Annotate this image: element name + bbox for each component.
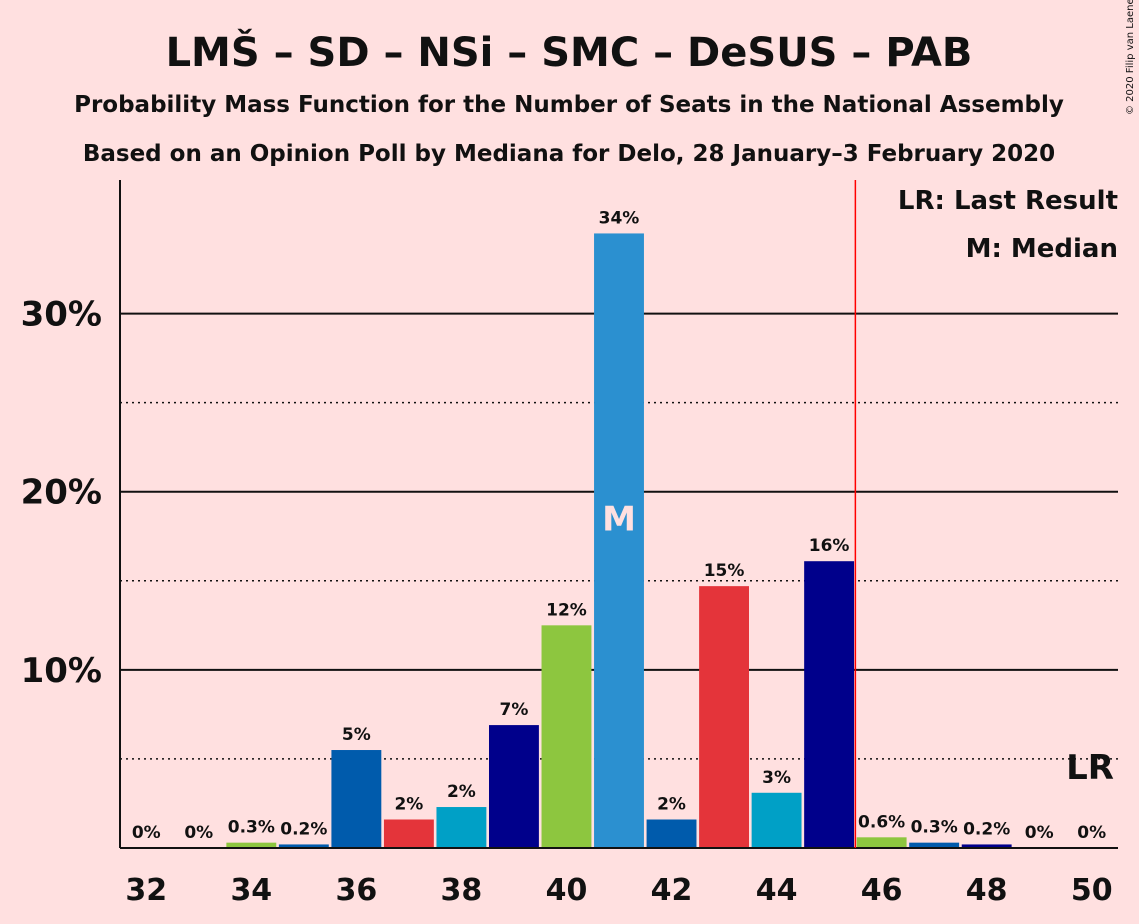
x-tick-label: 46 [861,873,903,908]
x-tick-label: 36 [335,873,377,908]
data-label-seat-50: 0% [1077,823,1106,843]
data-label-seat-35: 0.2% [280,819,327,839]
last-result-marker: LR [1066,748,1114,788]
data-label-seat-37: 2% [394,794,423,814]
x-tick-label: 42 [651,873,693,908]
data-labels: 0% 0% 0.3% 0.2%5%2%2%7%12%34%2%15%3%16%0.6%… [132,208,1106,843]
data-label-seat-44: 3% [762,768,791,788]
data-label-seat-49: 0% [1025,823,1054,843]
legend-last-result: LR: Last Result [898,186,1118,216]
bars [226,233,1012,848]
bar-seat-43 [699,586,750,848]
data-label-seat-48: 0.2% [963,819,1010,839]
bar-seat-37 [383,819,434,848]
data-label-seat-43: 15% [704,561,745,581]
bar-seat-47 [909,842,960,848]
y-tick-label: 10% [21,651,102,691]
chart-title: LMŠ – SD – NSi – SMC – DeSUS – PAB [166,28,973,76]
axes: 10% 20% 30% 32 34 36 38 40 42 44 46 48 50 [21,180,1118,908]
x-tick-label: 40 [546,873,588,908]
bar-seat-36 [331,750,382,848]
annotation-marks: M LR [602,180,1114,848]
x-tick-label: 50 [1071,873,1113,908]
data-label-seat-32: 0% [132,823,161,843]
y-tick-label: 20% [21,473,102,513]
data-label-seat-33: 0% [184,823,213,843]
copyright-notice: © 2020 Filip van Laenen [1125,0,1136,115]
data-label-seat-40: 12% [546,600,587,620]
bar-seat-42 [646,819,697,848]
x-tick-label: 34 [230,873,272,908]
bar-seat-40 [541,625,592,848]
bar-seat-34 [226,842,277,848]
x-tick-label: 32 [125,873,167,908]
data-label-seat-45: 16% [809,536,850,556]
bar-seat-41 [594,233,644,848]
data-label-seat-46: 0.6% [858,812,905,832]
data-label-seat-42: 2% [657,794,686,814]
x-tick-label: 44 [756,873,798,908]
bar-seat-44 [751,792,802,848]
legend-median: M: Median [966,234,1118,264]
data-label-seat-36: 5% [342,725,371,745]
bar-seat-35 [278,844,329,848]
data-label-seat-38: 2% [447,782,476,802]
data-label-seat-39: 7% [500,700,529,720]
data-label-seat-47: 0.3% [911,818,958,838]
bar-seat-38 [436,807,487,848]
bar-seat-45 [804,561,855,848]
x-tick-label: 38 [441,873,483,908]
bar-seat-46 [856,837,907,848]
x-tick-label: 48 [966,873,1008,908]
y-tick-label: 30% [21,295,102,335]
chart-subtitle-source: Based on an Opinion Poll by Mediana for … [83,141,1055,167]
data-label-seat-41: 34% [599,208,640,228]
bar-seat-39 [488,725,539,848]
chart-subtitle-poll-type: Probability Mass Function for the Number… [74,92,1064,118]
bar-seat-48 [961,844,1012,848]
median-marker: M [602,500,636,540]
data-label-seat-34: 0.3% [228,818,275,838]
